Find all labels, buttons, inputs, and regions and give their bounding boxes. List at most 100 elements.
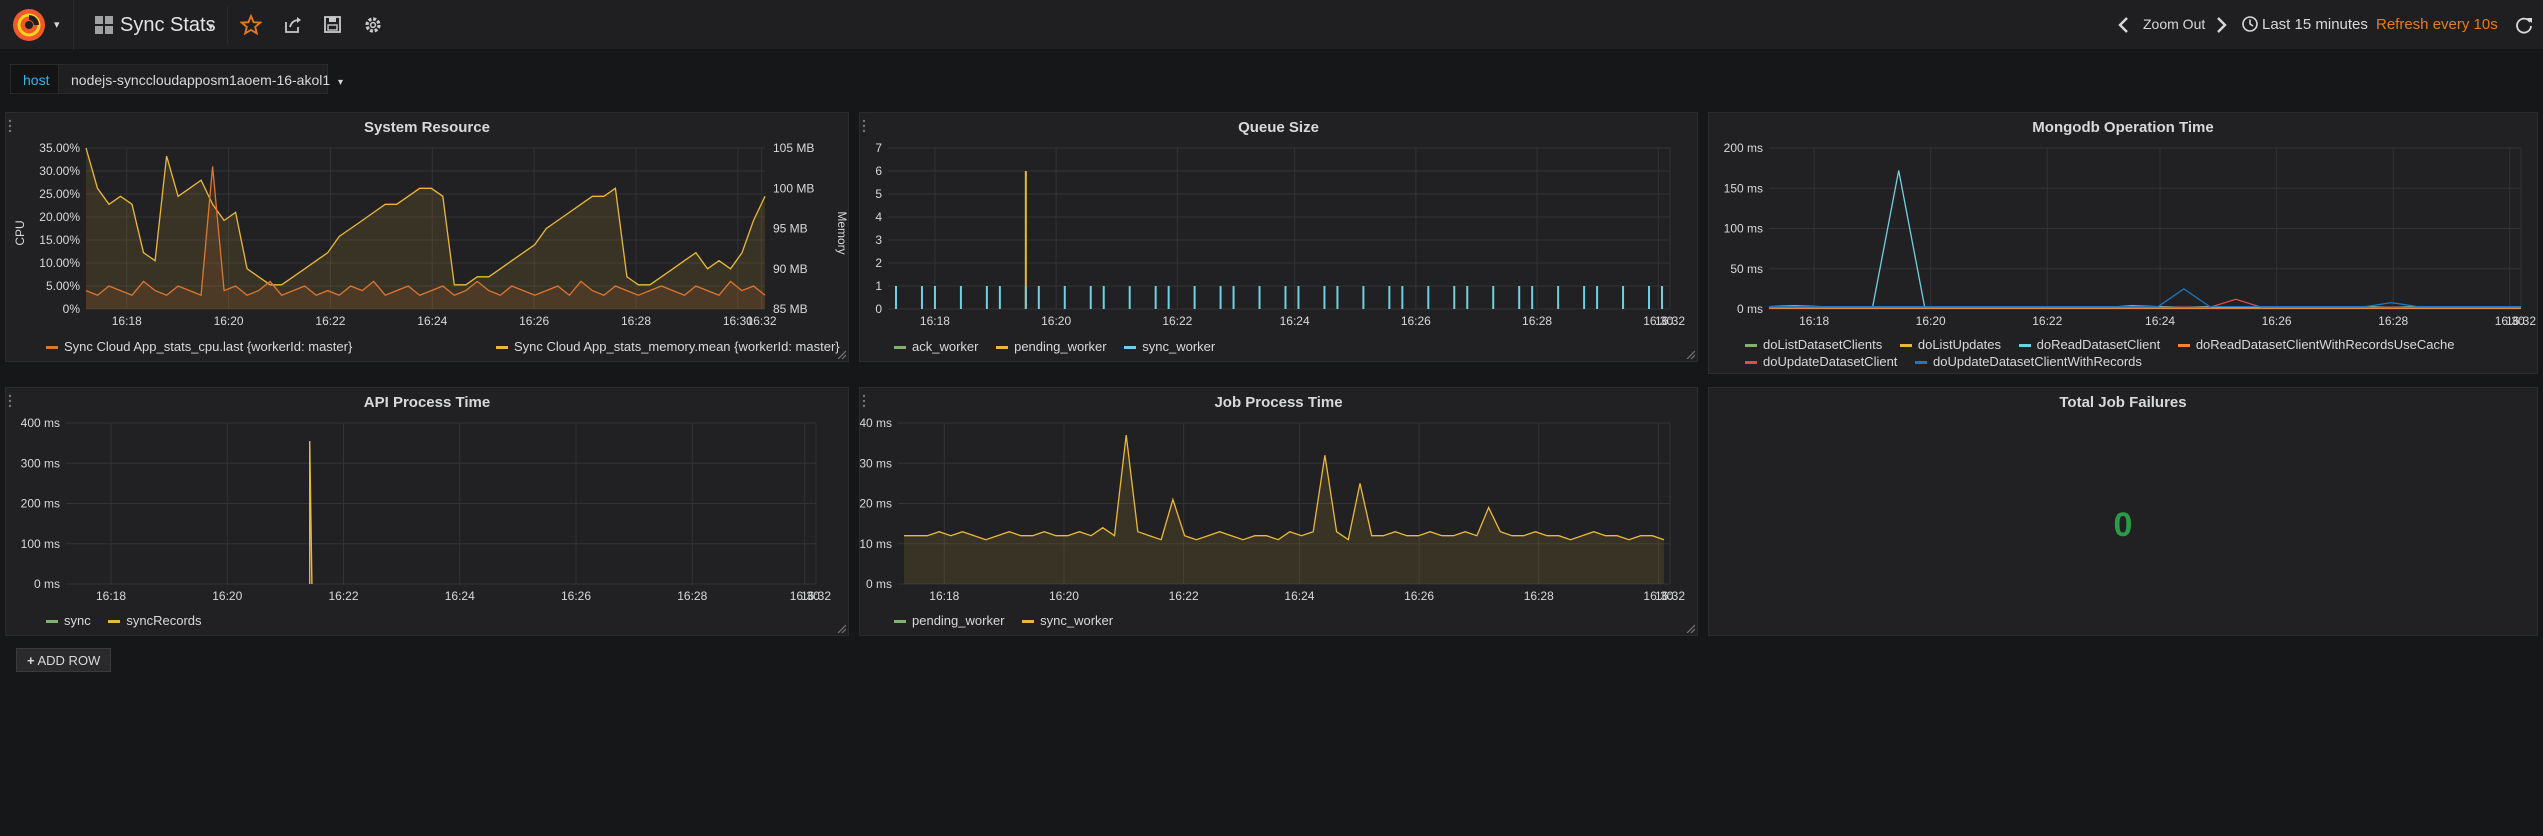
sync_worker-bar xyxy=(1531,286,1534,309)
legend-swatch xyxy=(46,346,58,350)
legend-item[interactable]: Sync Cloud App_stats_memory.mean {worker… xyxy=(496,339,840,354)
star-icon[interactable] xyxy=(240,14,262,36)
legend-label: sync_worker xyxy=(1142,339,1216,354)
legend-label: pending_worker xyxy=(912,613,1005,628)
memory-series-area xyxy=(86,148,765,309)
legend-item[interactable]: sync_worker xyxy=(1022,613,1113,628)
legend-item[interactable]: pending_worker xyxy=(894,613,1005,628)
dashboard-picker-button[interactable]: Sync Stats ▾ xyxy=(80,6,228,44)
x-tick-label: 16:24 xyxy=(1284,589,1314,603)
legend-item[interactable]: ack_worker xyxy=(894,339,978,354)
save-icon[interactable] xyxy=(322,14,344,36)
chevron-left-icon[interactable] xyxy=(2113,14,2135,36)
panel-title[interactable]: System Resource xyxy=(364,119,490,136)
y-tick-label: 300 ms xyxy=(21,456,60,470)
y-tick-label: 5.00% xyxy=(46,279,80,293)
sync_worker-bar xyxy=(1128,286,1131,309)
system-resource-chart[interactable]: 0% 5.00% 10.00% 15.00% 20.00% 25.00% 30.00% 35.… xyxy=(6,113,850,363)
add-row-button[interactable]: + ADD ROW xyxy=(16,648,112,672)
resize-handle-icon[interactable] xyxy=(1685,623,1695,633)
refresh-icon[interactable] xyxy=(2514,15,2534,35)
x-tick-label: 16:24 xyxy=(1280,314,1310,328)
job-process-time-chart[interactable]: 0 ms 10 ms 20 ms 30 ms 40 ms 16:18 16:20 16:22 1… xyxy=(860,388,1699,637)
y-tick-label: 0% xyxy=(63,302,81,316)
legend-item[interactable]: doListUpdates xyxy=(1899,337,2001,352)
cpu-series-line xyxy=(85,166,766,297)
y-tick-label: 5 xyxy=(875,187,882,201)
resize-handle-icon[interactable] xyxy=(1685,349,1695,359)
y-tick-label: 20.00% xyxy=(39,210,80,224)
sync_worker-bar xyxy=(933,286,936,309)
chevron-right-icon[interactable] xyxy=(2210,14,2232,36)
zoom-out-button[interactable]: Zoom Out xyxy=(2143,16,2206,32)
x-tick-label: 16:32 xyxy=(801,589,831,603)
queue-size-chart[interactable]: 0 1 2 3 4 5 6 7 16:18 16:20 16:22 16:24 16:26 16:28 16… xyxy=(860,113,1699,363)
legend: doListDatasetClients doListUpdates doRea… xyxy=(1745,337,2469,352)
host-variable-select[interactable]: nodejs-synccloudapposm1aoem-16-akol1 ▾ xyxy=(58,64,343,94)
y-tick-label: 150 ms xyxy=(1724,181,1763,195)
panel-queue-size: Queue Size 0 1 2 3 4 5 6 7 16:18 16:20 16:22 16:24 1… xyxy=(859,112,1698,362)
y-tick-label: 10.00% xyxy=(39,256,80,270)
resize-handle-icon[interactable] xyxy=(836,623,846,633)
sync_worker-bar xyxy=(1232,286,1235,309)
mongodb-operation-time-chart[interactable]: 0 ms 50 ms 100 ms 150 ms 200 ms 16:18 16:20 16:… xyxy=(1709,113,2539,375)
panel-title[interactable]: API Process Time xyxy=(363,394,491,411)
sync_worker-bar xyxy=(1063,286,1066,309)
x-tick-label: 16:28 xyxy=(677,589,707,603)
legend-item[interactable]: doUpdateDatasetClientWithRecords xyxy=(1915,354,2142,369)
legend-item[interactable]: Sync Cloud App_stats_cpu.last {workerId:… xyxy=(46,339,352,354)
gear-icon[interactable] xyxy=(362,14,384,36)
legend-swatch xyxy=(1124,346,1137,350)
y-tick-label: 7 xyxy=(875,141,882,155)
sync_worker-bar xyxy=(1427,286,1430,309)
legend-item[interactable]: doReadDatasetClientWithRecordsUseCache xyxy=(2177,337,2455,352)
sync_worker-bar xyxy=(1596,286,1599,309)
panel-title[interactable]: Mongodb Operation Time xyxy=(2032,119,2214,136)
time-range-picker[interactable]: Last 15 minutes xyxy=(2262,16,2368,33)
legend-swatch xyxy=(496,346,508,350)
y-tick-label: 100 ms xyxy=(21,537,60,551)
panel-title[interactable]: Job Process Time xyxy=(1214,394,1343,411)
sync-worker-series-line xyxy=(904,435,1665,541)
sync_worker-bar xyxy=(985,286,988,309)
grafana-menu-button[interactable]: ▾ xyxy=(0,0,74,50)
refresh-interval-picker[interactable]: Refresh every 10s xyxy=(2376,16,2498,33)
x-tick-label: 16:24 xyxy=(445,589,475,603)
y-tick-label: 400 ms xyxy=(21,416,60,430)
share-icon[interactable] xyxy=(282,14,304,36)
legend-item[interactable]: doListDatasetClients xyxy=(1745,337,1882,352)
drag-handle-icon[interactable] xyxy=(8,119,12,133)
legend-label: sync xyxy=(64,613,91,628)
drag-handle-icon[interactable] xyxy=(862,119,866,133)
x-tick-label: 16:20 xyxy=(212,589,242,603)
sync_worker-bar xyxy=(1037,286,1040,309)
sync_worker-bar xyxy=(1258,286,1261,309)
legend-item[interactable]: sync_worker xyxy=(1124,339,1215,354)
drag-handle-icon[interactable] xyxy=(862,394,866,408)
y-tick-label: 15.00% xyxy=(39,233,80,247)
resize-handle-icon[interactable] xyxy=(836,349,846,359)
doReadDatasetClient-line xyxy=(1768,170,2522,309)
x-tick-label: 16:22 xyxy=(2032,314,2062,328)
panel-title[interactable]: Total Job Failures xyxy=(2059,394,2187,411)
legend-item[interactable]: doReadDatasetClient xyxy=(2018,337,2160,352)
legend-item[interactable]: syncRecords xyxy=(108,613,202,628)
sync_worker-bar xyxy=(1583,286,1586,309)
sync_worker-bar xyxy=(1557,286,1560,309)
legend-item[interactable]: sync xyxy=(46,613,91,628)
y-tick-label: 200 ms xyxy=(21,497,60,511)
legend-swatch xyxy=(108,620,121,624)
api-process-time-chart[interactable]: 0 ms 100 ms 200 ms 300 ms 400 ms 16:18 16:20 16… xyxy=(6,388,850,637)
legend-swatch xyxy=(1899,344,1912,348)
x-tick-label: 16:24 xyxy=(417,314,447,328)
panel-mongodb-operation-time: Mongodb Operation Time 0 ms 50 ms 100 ms 15… xyxy=(1708,112,2538,374)
drag-handle-icon[interactable] xyxy=(8,394,12,408)
syncRecords-line xyxy=(309,441,313,585)
legend: ack_worker pending_worker sync_worker xyxy=(894,339,1229,354)
legend-item[interactable]: doUpdateDatasetClient xyxy=(1745,354,1897,369)
legend-item[interactable]: pending_worker xyxy=(996,339,1107,354)
panel-title[interactable]: Queue Size xyxy=(1238,119,1319,136)
y-tick-label: 0 ms xyxy=(866,577,892,591)
sync_worker-bar xyxy=(1466,286,1469,309)
sync_worker-bar xyxy=(1453,286,1456,309)
